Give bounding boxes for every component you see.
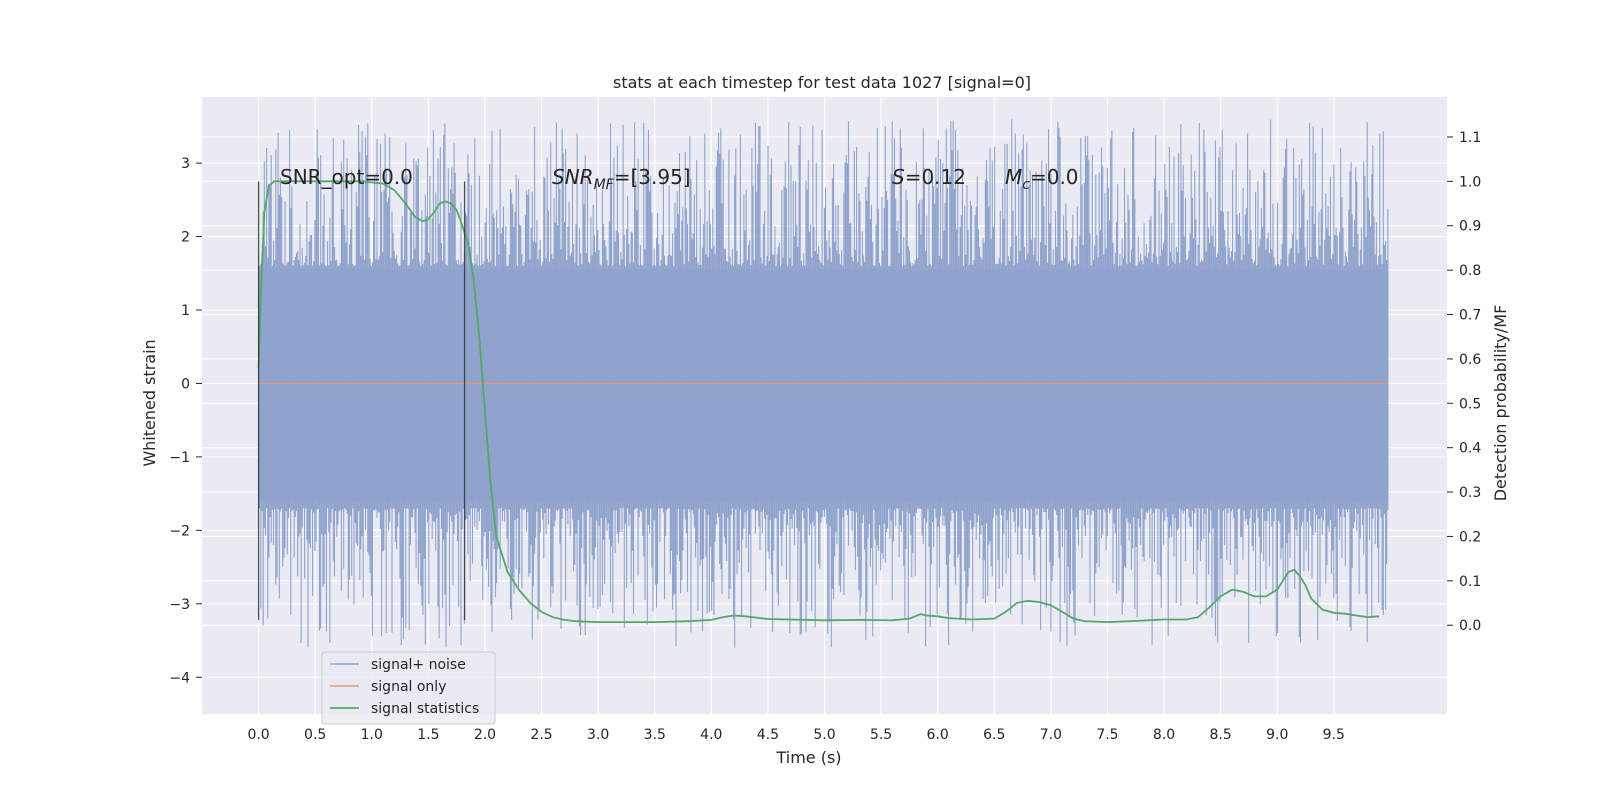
- y-axis-ticks: 3 2 1 0 −1 −2 −3 −4: [169, 156, 202, 686]
- x-tick-label: 9.5: [1323, 727, 1345, 743]
- mc-symbol: M: [1005, 165, 1022, 189]
- x-tick-label: 7.5: [1096, 727, 1118, 743]
- legend-label-signal-only: signal only: [371, 679, 446, 695]
- x-tick-label: 2.0: [474, 727, 496, 743]
- x-tick-label: 5.5: [870, 727, 892, 743]
- y2-tick-label: 0.3: [1459, 485, 1481, 501]
- snr-mf-symbol: SNR: [552, 165, 594, 189]
- x-tick-label: 1.5: [417, 727, 439, 743]
- y-tick-label: 2: [181, 230, 190, 246]
- x-axis-ticks: 0.0 0.5 1.0 1.5 2.0 2.5 3.0 3.5 4.0 4.5 5.0 5.5 6.0 6…: [247, 727, 1344, 743]
- x-tick-label: 6.0: [927, 727, 949, 743]
- vertical-markers: [257, 181, 466, 620]
- mc-subscript: c: [1022, 177, 1030, 193]
- y-tick-label: −2: [169, 523, 190, 539]
- snr-mf-subscript: MF: [594, 177, 615, 193]
- y2-tick-label: 0.6: [1459, 352, 1481, 368]
- series-signal-statistics: [257, 180, 1380, 624]
- x-tick-label: 0.0: [247, 727, 269, 743]
- y2-tick-label: 0.2: [1459, 529, 1481, 545]
- snr-mf-value: =[3.95]: [614, 165, 691, 189]
- x-tick-label: 4.0: [700, 727, 722, 743]
- y-tick-label: 3: [181, 156, 190, 172]
- y-tick-label: −1: [169, 450, 190, 466]
- s-value: =0.12: [905, 165, 966, 189]
- y2-tick-label: 0.4: [1459, 441, 1481, 457]
- y2-tick-label: 0.8: [1459, 263, 1481, 279]
- mc-value: =0.0: [1030, 165, 1079, 189]
- x-tick-label: 2.5: [530, 727, 552, 743]
- s-symbol: S: [892, 165, 905, 189]
- y-tick-label: 0: [181, 376, 190, 392]
- x-tick-label: 0.5: [304, 727, 326, 743]
- legend-label-signal-statistics: signal statistics: [371, 701, 479, 717]
- y-axis-label: Whitened strain: [140, 339, 159, 466]
- annotation-mc: Mc=0.0: [1005, 165, 1079, 193]
- chart-title: stats at each timestep for test data 102…: [613, 73, 1031, 92]
- x-tick-label: 8.0: [1153, 727, 1175, 743]
- signal-statistics-line: [257, 180, 1380, 624]
- x-tick-label: 1.0: [361, 727, 383, 743]
- y-tick-label: −4: [169, 670, 190, 686]
- legend-label-signal-plus-noise: signal+ noise: [371, 657, 466, 673]
- annotation-snr-opt: SNR_opt=0.0: [280, 165, 413, 189]
- x-tick-label: 9.0: [1266, 727, 1288, 743]
- x-tick-label: 5.0: [813, 727, 835, 743]
- y2-tick-label: 1.1: [1459, 130, 1481, 146]
- y2-tick-label: 0.5: [1459, 396, 1481, 412]
- legend: signal+ noise signal only signal statist…: [321, 651, 496, 725]
- legend-box: [321, 651, 496, 725]
- series-signal-plus-noise: [258, 119, 1389, 648]
- x-tick-label: 8.5: [1210, 727, 1232, 743]
- annotation-snr-mf: SNRMF=[3.95]: [552, 165, 691, 193]
- y2-tick-label: 0.1: [1459, 574, 1481, 590]
- x-tick-label: 7.0: [1040, 727, 1062, 743]
- y-tick-label: 1: [181, 303, 190, 319]
- x-tick-label: 6.5: [983, 727, 1005, 743]
- y2-axis-label: Detection probability/MF: [1491, 305, 1510, 502]
- y2-axis-ticks: 1.1 1.0 0.9 0.8 0.7 0.6 0.5 0.4 0.3 0.2 0.1 0.0: [1447, 130, 1481, 634]
- x-tick-label: 3.5: [644, 727, 666, 743]
- annotation-s: S=0.12: [892, 165, 966, 189]
- y2-tick-label: 0.7: [1459, 308, 1481, 324]
- y2-tick-label: 0.0: [1459, 618, 1481, 634]
- x-tick-label: 3.0: [587, 727, 609, 743]
- x-axis-label: Time (s): [775, 748, 841, 767]
- y2-tick-label: 1.0: [1459, 174, 1481, 190]
- y-tick-label: −3: [169, 597, 190, 613]
- y2-tick-label: 0.9: [1459, 219, 1481, 235]
- x-tick-label: 4.5: [757, 727, 779, 743]
